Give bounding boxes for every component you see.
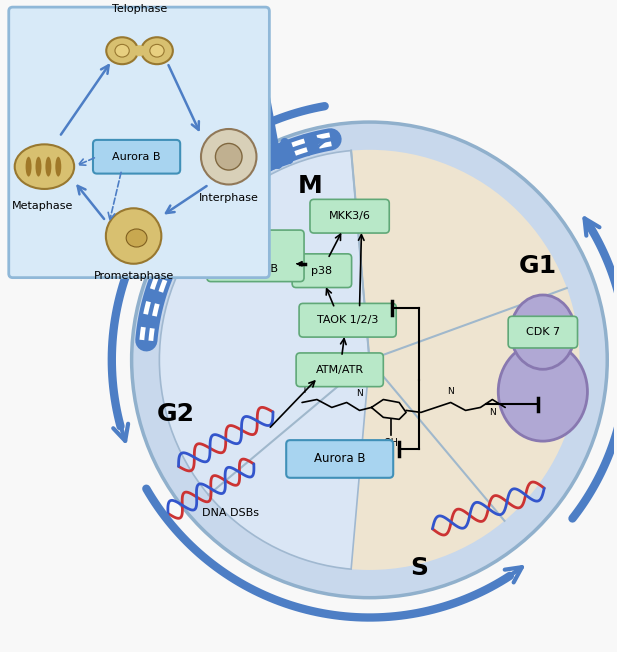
Text: Prometaphase: Prometaphase [94,271,174,280]
FancyBboxPatch shape [508,316,578,348]
Ellipse shape [56,156,61,177]
Text: G1: G1 [519,254,557,278]
Text: Cyclin B: Cyclin B [233,263,278,274]
Circle shape [159,150,579,570]
Text: G2: G2 [157,402,195,426]
FancyBboxPatch shape [310,200,389,233]
Ellipse shape [115,44,129,57]
Text: T: T [301,385,307,394]
Ellipse shape [499,342,587,441]
Text: ATM/ATR: ATM/ATR [316,364,364,375]
Text: CDK 7: CDK 7 [526,327,560,337]
Ellipse shape [36,156,41,177]
Text: MKK3/6: MKK3/6 [329,211,371,221]
Ellipse shape [511,295,575,369]
Text: N: N [356,389,363,398]
FancyBboxPatch shape [286,440,393,478]
FancyBboxPatch shape [9,7,270,278]
Ellipse shape [126,229,147,247]
Circle shape [215,143,242,170]
Text: M: M [297,175,322,198]
Text: N: N [489,408,495,417]
Text: Interphase: Interphase [199,194,259,203]
Text: Cdc2: Cdc2 [241,244,270,254]
Text: TAOK 1/2/3: TAOK 1/2/3 [317,316,378,325]
Circle shape [201,129,257,185]
Ellipse shape [46,156,51,177]
Ellipse shape [15,144,74,189]
Text: Telophase: Telophase [112,4,167,14]
FancyBboxPatch shape [207,230,304,282]
FancyBboxPatch shape [93,140,180,173]
Ellipse shape [106,37,138,64]
Circle shape [131,122,607,598]
Text: OH: OH [384,438,399,448]
Ellipse shape [141,37,173,64]
Text: N: N [447,387,454,396]
Text: p38: p38 [312,266,333,276]
Text: Metaphase: Metaphase [12,201,73,211]
Circle shape [106,208,162,264]
Wedge shape [159,151,370,569]
Ellipse shape [150,44,164,57]
Ellipse shape [133,45,146,56]
FancyBboxPatch shape [299,303,396,337]
Text: DNA DSBs: DNA DSBs [202,509,259,518]
FancyBboxPatch shape [296,353,383,387]
Ellipse shape [25,156,31,177]
FancyBboxPatch shape [292,254,352,288]
Text: Aurora B: Aurora B [112,152,161,162]
Text: S: S [410,556,428,580]
Text: Aurora B: Aurora B [314,452,365,466]
